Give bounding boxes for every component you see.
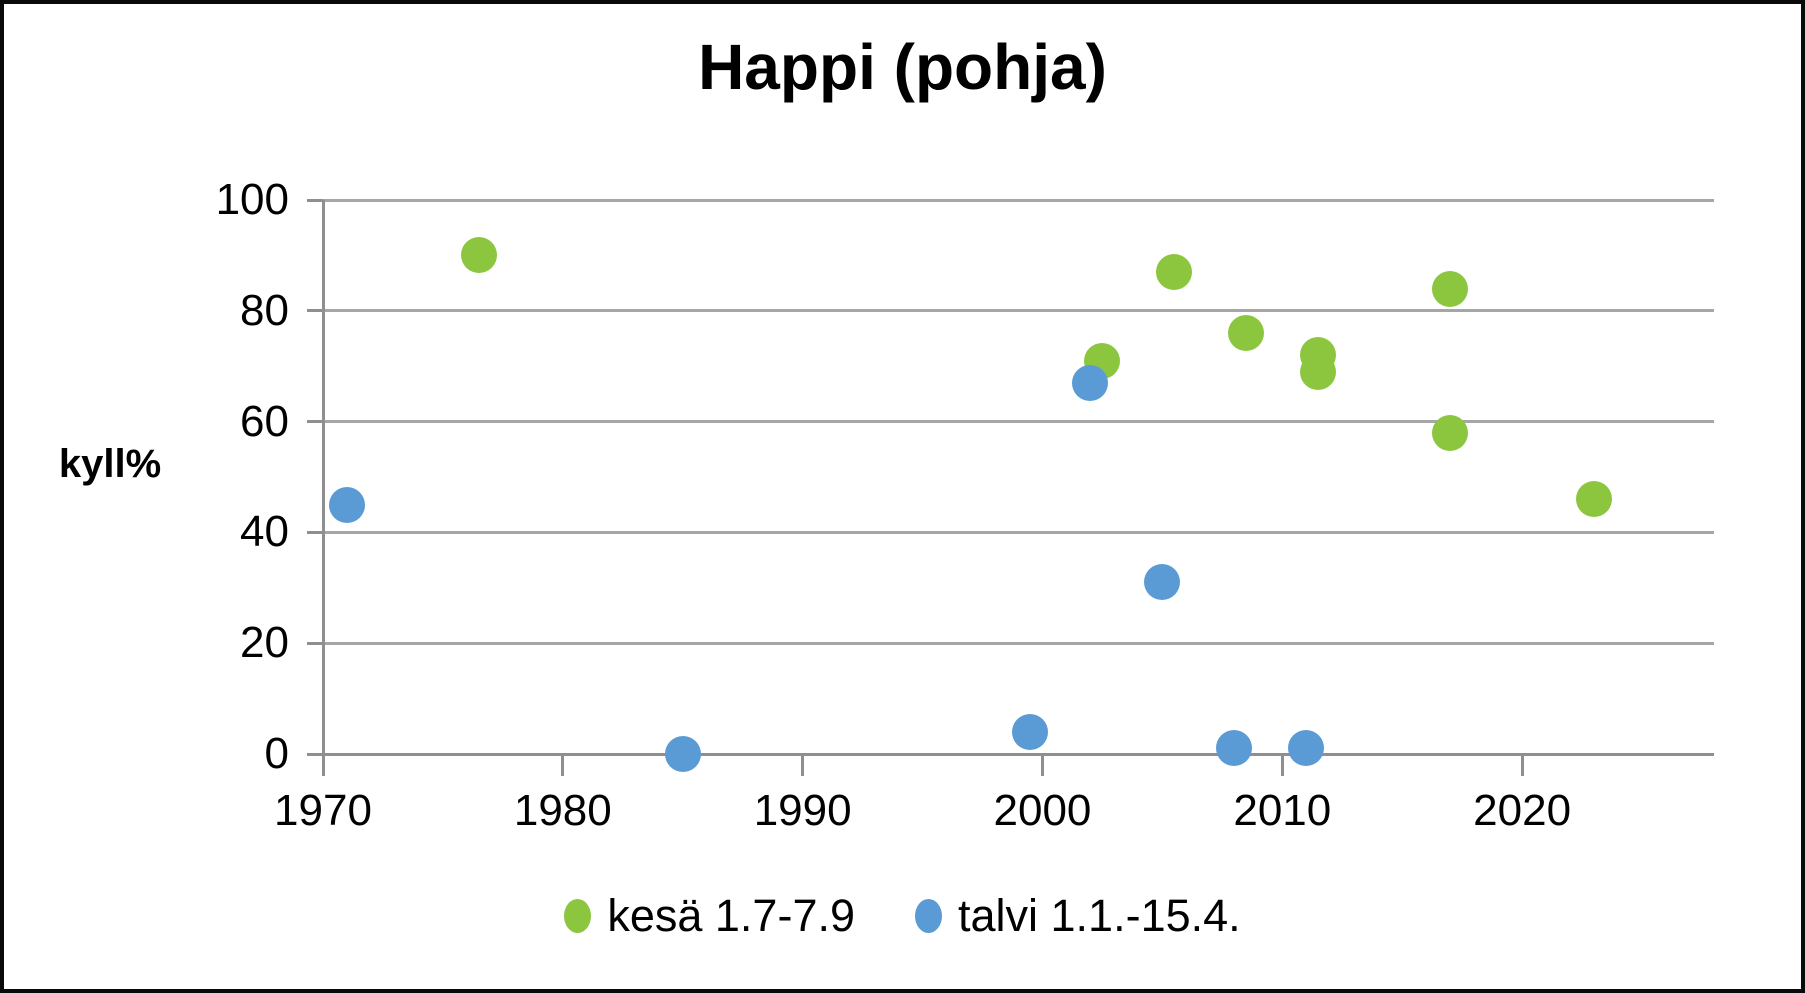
legend-label: talvi 1.1.-15.4.	[958, 890, 1241, 941]
y-tick-label: 60	[240, 396, 289, 446]
x-axis-line	[307, 752, 1714, 756]
legend-item-summer: kesä 1.7-7.9	[564, 890, 855, 942]
legend-marker-icon	[915, 899, 942, 933]
y-tick-label: 40	[240, 507, 289, 557]
x-tick-label: 2000	[993, 786, 1092, 835]
data-point-summer	[1228, 314, 1265, 351]
y-tick-80	[307, 309, 323, 313]
y-tick-label: 0	[264, 729, 289, 778]
y-tick-label: 20	[240, 618, 289, 668]
gridline-y-60	[323, 420, 1714, 424]
data-point-winter	[1288, 730, 1325, 767]
legend-item-winter: talvi 1.1.-15.4.	[915, 890, 1241, 942]
x-tick-1970	[321, 754, 325, 776]
x-tick-2010	[1280, 754, 1284, 776]
gridline-y-80	[323, 309, 1714, 313]
x-tick-2020	[1520, 754, 1524, 776]
x-tick-label: 2020	[1473, 786, 1572, 835]
data-point-summer	[1576, 481, 1613, 518]
data-point-summer	[1432, 270, 1469, 307]
data-point-summer	[1300, 353, 1337, 390]
x-tick-2000	[1040, 754, 1044, 776]
data-point-winter	[1216, 730, 1253, 767]
legend-marker-icon	[564, 899, 592, 933]
x-tick-1980	[561, 754, 565, 776]
data-point-winter	[1012, 713, 1049, 750]
data-point-summer	[460, 237, 497, 274]
y-tick-20	[307, 641, 323, 645]
y-axis-line	[321, 200, 325, 754]
x-tick-label: 1980	[513, 786, 612, 835]
gridline-y-100	[323, 198, 1714, 202]
x-tick-label: 1990	[753, 786, 852, 835]
gridline-y-20	[323, 641, 1714, 645]
legend: kesä 1.7-7.9 talvi 1.1.-15.4.	[4, 890, 1801, 942]
data-point-winter	[1144, 564, 1181, 601]
data-point-winter	[664, 736, 701, 772]
x-tick-label: 1970	[274, 786, 372, 835]
y-tick-100	[307, 198, 323, 202]
y-tick-60	[307, 420, 323, 424]
x-tick-1990	[801, 754, 805, 776]
chart-title: Happi (pohja)	[698, 31, 1107, 103]
legend-label: kesä 1.7-7.9	[607, 890, 855, 941]
x-tick-label: 2010	[1233, 786, 1332, 835]
y-tick-40	[307, 530, 323, 534]
data-point-summer	[1432, 414, 1469, 451]
y-tick-label: 80	[240, 285, 289, 335]
gridline-y-40	[323, 530, 1714, 534]
y-axis-title: kyll%	[58, 442, 162, 486]
data-point-winter	[1072, 364, 1109, 401]
data-point-summer	[1156, 254, 1193, 291]
y-tick-label: 100	[215, 175, 289, 224]
data-point-winter	[328, 486, 365, 523]
